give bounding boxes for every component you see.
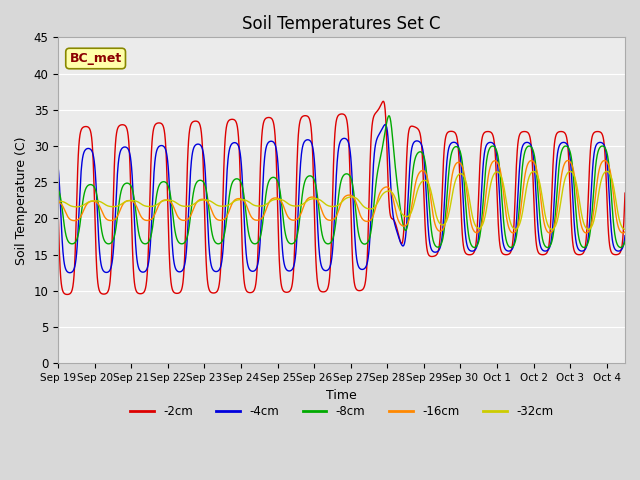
Line: -4cm: -4cm (58, 125, 625, 273)
Line: -16cm: -16cm (58, 160, 625, 233)
-4cm (330, 223, 338, 228)
-16cm (605, 162, 612, 168)
-2cm (84, 124, 92, 130)
-32cm (603, 168, 611, 174)
-16cm (500, 199, 508, 204)
-2cm (605, 235, 612, 240)
-16cm (315, 200, 323, 205)
-4cm (381, 122, 389, 128)
-8cm (621, 239, 629, 244)
-32cm (315, 196, 323, 202)
-4cm (84, 146, 92, 152)
-4cm (605, 191, 613, 197)
-2cm (605, 238, 613, 244)
-8cm (385, 113, 393, 119)
Line: -8cm: -8cm (58, 116, 625, 248)
-16cm (601, 157, 609, 163)
-4cm (605, 185, 612, 191)
-16cm (83, 201, 91, 207)
-16cm (605, 163, 612, 169)
-32cm (605, 169, 612, 175)
Line: -2cm: -2cm (58, 101, 625, 294)
-32cm (83, 200, 91, 206)
-2cm (315, 286, 323, 292)
-32cm (500, 187, 508, 193)
-8cm (315, 205, 323, 211)
Title: Soil Temperatures Set C: Soil Temperatures Set C (243, 15, 441, 33)
-2cm (63, 291, 71, 297)
Line: -32cm: -32cm (58, 171, 625, 229)
-16cm (619, 230, 627, 236)
-8cm (54, 186, 62, 192)
-8cm (501, 229, 509, 235)
Text: BC_met: BC_met (70, 52, 122, 65)
-4cm (621, 233, 629, 239)
-8cm (605, 164, 613, 170)
-16cm (621, 229, 629, 235)
-2cm (621, 190, 629, 196)
-32cm (621, 227, 629, 232)
-2cm (330, 146, 338, 152)
-8cm (83, 183, 91, 189)
-32cm (54, 198, 62, 204)
Legend: -2cm, -4cm, -8cm, -16cm, -32cm: -2cm, -4cm, -8cm, -16cm, -32cm (125, 400, 558, 423)
-8cm (544, 245, 552, 251)
-8cm (330, 232, 338, 238)
X-axis label: Time: Time (326, 389, 357, 402)
-16cm (54, 199, 62, 205)
-2cm (54, 208, 62, 214)
Y-axis label: Soil Temperature (C): Soil Temperature (C) (15, 136, 28, 264)
-2cm (501, 252, 509, 257)
-16cm (330, 216, 338, 222)
-4cm (315, 247, 323, 252)
-4cm (54, 164, 62, 170)
-8cm (605, 162, 612, 168)
-4cm (501, 246, 509, 252)
-4cm (66, 270, 74, 276)
-2cm (380, 98, 387, 104)
-32cm (330, 204, 338, 209)
-32cm (605, 169, 612, 175)
